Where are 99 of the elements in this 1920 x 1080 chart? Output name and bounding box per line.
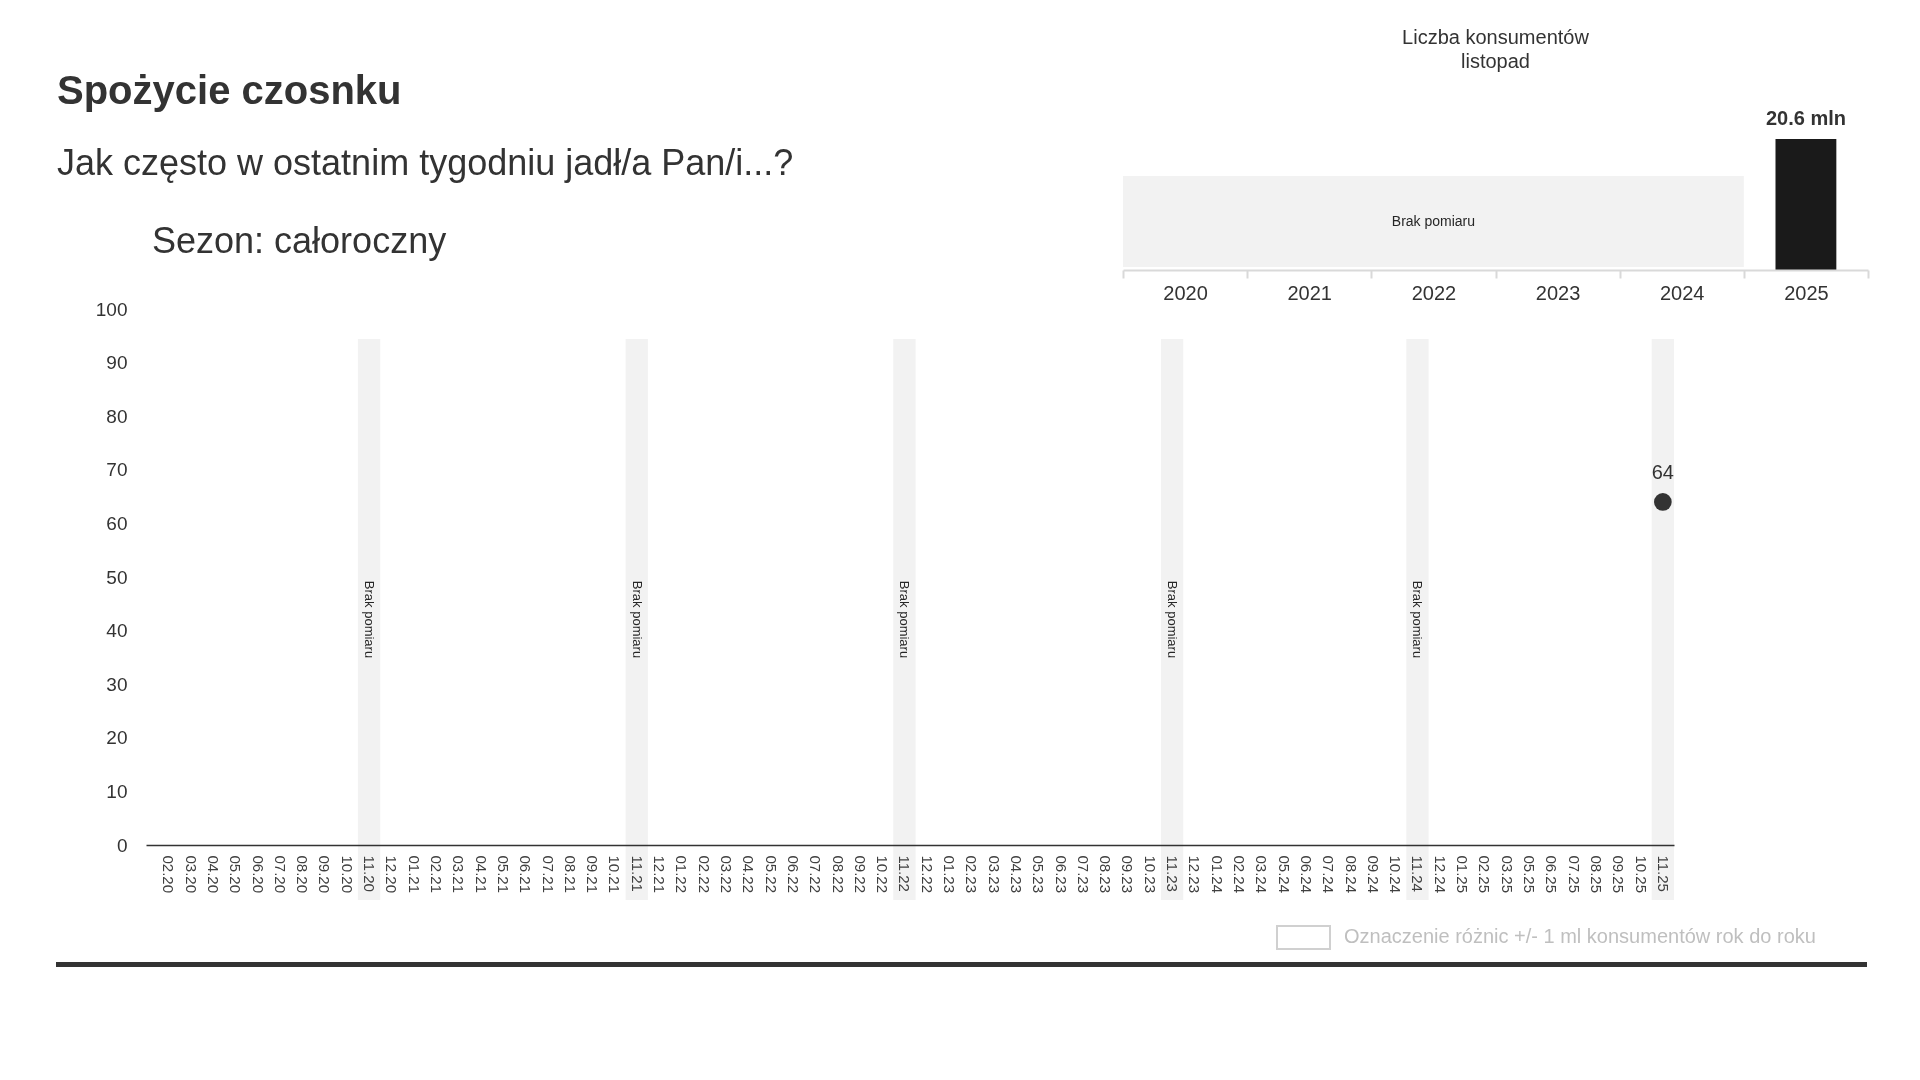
x-tick-label: 08.25 [1587,855,1605,894]
x-tick-label: 09.20 [316,855,334,894]
band-label: Brak pomiaru [362,580,378,659]
x-tick-label: 09.25 [1610,855,1628,894]
x-tick-label: 09.24 [1364,855,1382,894]
x-tick-label: 07.20 [271,855,289,894]
x-tick-label: 08.23 [1097,855,1115,894]
y-tick-label: 100 [95,298,128,320]
x-tick-label: 07.25 [1565,855,1583,894]
x-tick-label: 02.24 [1231,855,1249,894]
x-tick-label: 01.22 [673,855,691,894]
y-tick-label: 0 [116,834,128,856]
band-label: Brak pomiaru [1391,212,1476,229]
x-tick-label: 11.25 [1654,855,1672,892]
x-tick-label: 2023 [1535,281,1581,304]
x-tick-label: 11.21 [628,855,646,892]
x-tick-label: 08.20 [294,855,312,894]
x-tick-label: 02.20 [160,855,178,894]
x-tick-label: 05.22 [762,855,780,894]
x-tick-label: 2022 [1411,281,1457,304]
x-tick-label: 07.21 [539,855,557,894]
x-tick-label: 04.21 [472,855,490,894]
x-tick-label: 03.23 [985,855,1003,894]
y-tick-label: 20 [106,727,128,749]
x-tick-label: 01.21 [405,855,423,894]
x-tick-label: 04.20 [204,855,222,894]
x-tick-label: 06.23 [1052,855,1070,894]
band-label: Brak pomiaru [629,580,645,659]
x-tick-label: 09.21 [584,855,602,894]
x-tick-label: 11.24 [1409,855,1427,892]
x-tick-label: 08.21 [561,855,579,894]
x-tick-label: 06.22 [784,855,802,894]
x-tick-label: 03.20 [182,855,200,894]
x-tick-label: 03.24 [1253,855,1271,894]
x-tick-label: 01.23 [941,855,959,894]
x-tick-label: 01.24 [1208,855,1226,894]
x-tick-label: 05.23 [1030,855,1048,894]
x-tick-label: 07.22 [807,855,825,894]
text: Oznaczenie różnic +/- 1 ml konsumentów rok do roku [1344,925,1816,947]
x-tick-label: 02.25 [1476,855,1494,894]
band-label: Brak pomiaru [897,580,913,659]
chart-title: Liczba konsumentów [1402,26,1589,48]
y-tick-label: 70 [106,459,128,481]
x-tick-label: 08.22 [829,855,847,894]
data-label: 20.6 mln [1765,107,1846,129]
chart-subtitle: listopad [1461,50,1530,72]
x-tick-label: 07.24 [1320,855,1338,894]
x-tick-label: 2025 [1784,281,1829,304]
x-tick-label: 12.24 [1431,855,1449,894]
x-tick-label: 2021 [1287,281,1332,304]
x-tick-label: 05.24 [1275,855,1293,894]
x-tick-label: 02.22 [695,855,713,894]
band-label: Brak pomiaru [1410,580,1426,659]
x-tick-label: 04.23 [1007,855,1025,894]
x-tick-label: 05.25 [1521,855,1539,894]
x-tick-label: 03.22 [717,855,735,894]
x-tick-label: 03.21 [450,855,468,894]
x-tick-label: 10.20 [338,855,356,894]
x-tick-label: 03.25 [1498,855,1516,894]
x-tick-label: 12.23 [1186,855,1204,894]
x-tick-label: 07.23 [1074,855,1092,894]
x-tick-label: 2020 [1163,281,1208,304]
x-tick-label: 2024 [1660,281,1705,304]
x-tick-label: 11.20 [361,855,379,892]
x-tick-label: 12.21 [651,855,669,894]
x-tick-label: 01.25 [1454,855,1472,894]
text: Spożycie czosnku [57,68,402,112]
x-tick-label: 02.21 [427,855,445,894]
x-tick-label: 04.22 [740,855,758,894]
x-tick-label: 10.23 [1141,855,1159,894]
text: Jak często w ostatnim tygodniu jadł/a Pan/i...? [57,142,794,184]
x-tick-label: 10.21 [606,855,624,894]
x-tick-label: 12.22 [918,855,936,894]
y-tick-label: 90 [106,352,128,374]
x-tick-label: 08.24 [1342,855,1360,894]
x-tick-label: 10.24 [1387,855,1405,894]
x-tick-label: 06.21 [517,855,535,894]
y-tick-label: 30 [106,673,128,695]
x-tick-label: 12.20 [383,855,401,894]
x-tick-label: 10.22 [874,855,892,894]
y-tick-label: 60 [106,512,128,534]
y-tick-label: 50 [106,566,128,588]
x-tick-label: 06.20 [249,855,267,894]
x-tick-label: 06.25 [1543,855,1561,894]
x-tick-label: 09.23 [1119,855,1137,894]
data-label: 64 [1651,460,1674,483]
x-tick-label: 02.23 [963,855,981,894]
y-tick-label: 10 [106,780,128,802]
x-tick-label: 06.24 [1297,855,1315,894]
x-tick-label: 11.22 [896,855,914,892]
y-tick-label: 80 [106,405,128,427]
x-tick-label: 05.21 [494,855,512,894]
x-tick-label: 09.22 [851,855,869,894]
x-tick-label: 05.20 [227,855,245,894]
y-tick-label: 40 [106,620,128,642]
chart-title: Sezon: całoroczny [152,220,447,262]
x-tick-label: 10.25 [1632,855,1650,894]
band-label: Brak pomiaru [1165,580,1181,659]
x-tick-label: 11.23 [1164,855,1182,892]
